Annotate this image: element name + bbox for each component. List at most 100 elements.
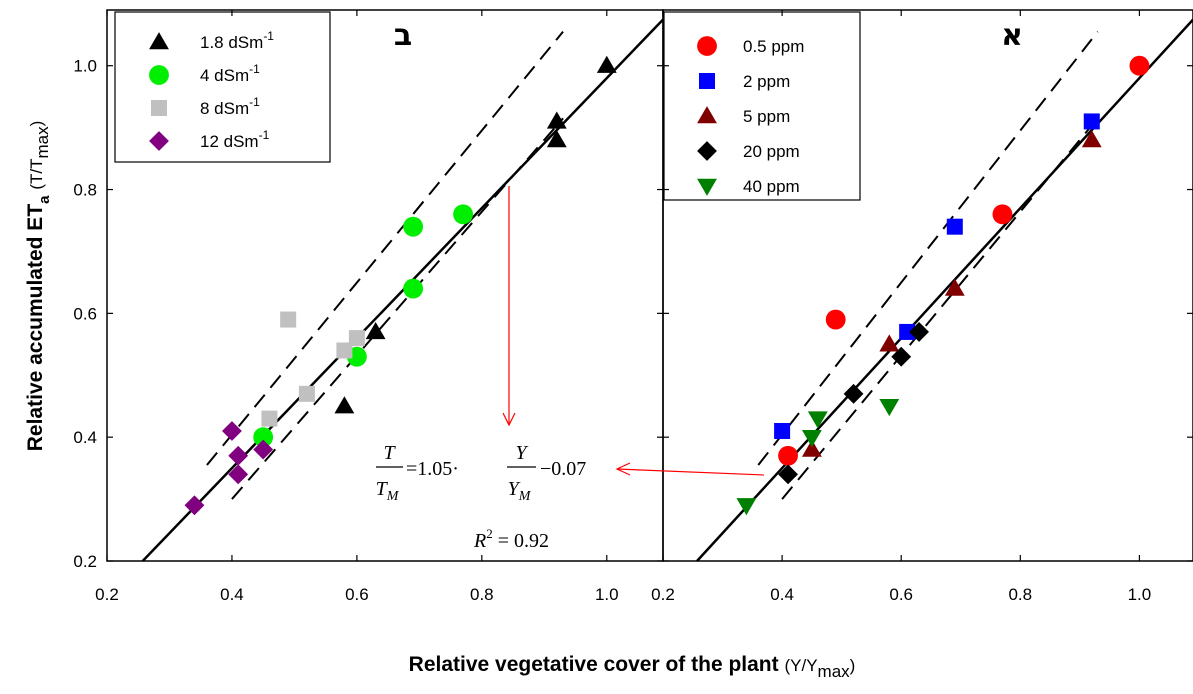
y-axis-title: Relative accumulated ETa (T/Tmax) xyxy=(24,121,53,452)
y-axis-unit-close: ) xyxy=(27,121,46,127)
left-legend-items-marker-2 xyxy=(151,100,167,116)
panel1-series3-point-2 xyxy=(843,383,864,404)
left-legend-items-label-0: 1.8 dSm-1 xyxy=(200,29,274,52)
panel0-series1-point-4 xyxy=(253,427,274,448)
panel1-series4-point-3 xyxy=(736,498,757,516)
x-axis-title-main: Relative vegetative cover of the plant xyxy=(409,653,779,676)
panel0-series2-point-0 xyxy=(280,311,297,328)
x-axis-unit-subscript: max xyxy=(818,662,851,681)
panel1-x-tick-label-4: 1.0 xyxy=(1128,585,1152,604)
panel0-y-tick-label-2: 0.6 xyxy=(73,304,97,323)
panel1-x-tick-label-3: 0.8 xyxy=(1008,585,1032,604)
panel0-series1-point-2 xyxy=(403,278,424,299)
panel1-series1-point-2 xyxy=(899,323,916,340)
panel0-y-tick-label-0: 0.2 xyxy=(73,552,97,571)
left-legend-items-marker-3 xyxy=(149,131,169,151)
left-legend: 1.8 dSm-1 4 dSm-1 8 dSm-1 12 dSm-1 xyxy=(114,11,331,163)
right-legend-items-label-0: 0.5 ppm xyxy=(743,37,804,56)
eq-TM-base: T xyxy=(376,478,389,500)
panel1-series4-point-0 xyxy=(879,399,900,417)
eq-Y: Y xyxy=(515,442,528,464)
panel1-series3-point-1 xyxy=(891,346,912,367)
right-panel-label: א xyxy=(1001,18,1023,53)
panel0-series1-point-1 xyxy=(403,216,424,237)
y-axis-unit: (T/T xyxy=(27,159,46,190)
panel1-x-tick-label-1: 0.4 xyxy=(770,585,794,604)
panel1-series3-point-0 xyxy=(909,322,929,342)
panel0-series3-point-1 xyxy=(228,445,249,466)
down-arrow-head xyxy=(502,412,516,427)
left-legend-items-label-2: 8 dSm-1 xyxy=(200,95,260,118)
right-legend-box xyxy=(663,11,861,201)
x-axis-unit: (Y/Y xyxy=(784,656,817,675)
r-squared-R: R xyxy=(473,530,486,552)
right-legend-items-label-1: 2 ppm xyxy=(743,72,790,91)
panel1-series1-point-3 xyxy=(774,422,791,439)
left-confidence-lower xyxy=(231,117,564,500)
panel1-series4-point-1 xyxy=(807,411,828,429)
left-arrow-head xyxy=(615,462,631,476)
panel0-series0-point-2 xyxy=(546,130,567,148)
eq-YM: YM xyxy=(508,478,532,504)
eq-YM-sub: M xyxy=(518,489,532,504)
r-squared: R2 = 0.92 xyxy=(473,526,549,552)
panel0-x-tick-label-0: 0.2 xyxy=(95,585,119,604)
annotation-arrows xyxy=(502,186,765,476)
panel0-series3-point-0 xyxy=(222,421,242,441)
panel0-series2-point-3 xyxy=(298,385,315,402)
panel1-series1-point-0 xyxy=(1083,113,1100,130)
y-axis-title-main: Relative accumulated ET xyxy=(24,204,47,452)
panel0-series3-point-2 xyxy=(253,439,274,460)
panel0-series0-point-3 xyxy=(365,322,386,340)
panel0-series0-point-4 xyxy=(334,396,355,414)
right-legend-items-label-3: 20 ppm xyxy=(743,142,800,161)
right-legend-items-label-4: 40 ppm xyxy=(743,177,800,196)
eq-tail: −0.07 xyxy=(540,458,586,480)
left-arrow-shaft xyxy=(616,468,765,476)
left-legend-items-marker-1 xyxy=(149,65,169,85)
right-legend-items-label-2: 5 ppm xyxy=(743,107,790,126)
x-axis-unit-close: ) xyxy=(850,656,856,675)
right-confidence-lower xyxy=(781,117,1099,500)
panel1-series2-point-3 xyxy=(801,439,822,457)
panel1-x-tick-label-2: 0.6 xyxy=(889,585,913,604)
right-regression-line xyxy=(696,18,1193,562)
left-legend-items-marker-0 xyxy=(149,32,169,50)
panel0-x-tick-label-1: 0.4 xyxy=(220,585,244,604)
eq-equals: =1.05· xyxy=(406,458,459,480)
panel0-series1-point-0 xyxy=(453,204,474,225)
panel0-series0-point-0 xyxy=(596,55,617,73)
right-plot-frame xyxy=(662,9,1193,562)
left-panel-label: ב xyxy=(394,18,412,53)
left-regression-line xyxy=(141,18,664,562)
left-legend-box xyxy=(114,11,331,163)
right-confidence-upper xyxy=(757,31,1099,466)
eq-YM-base: Y xyxy=(508,478,521,500)
x-axis-title: Relative vegetative cover of the plant (… xyxy=(409,653,856,681)
eq-TM-sub: M xyxy=(386,489,400,504)
eq-TM: TM xyxy=(376,478,400,504)
panel0-series2-point-4 xyxy=(261,410,278,427)
panel1-x-tick-label-0: 0.2 xyxy=(651,585,675,604)
panel1-series3-point-3 xyxy=(778,464,798,485)
right-legend-items-marker-3 xyxy=(697,141,717,161)
panel1-series0-point-1 xyxy=(992,204,1013,225)
right-legend-items-marker-4 xyxy=(697,178,717,196)
left-panel xyxy=(141,18,664,562)
panel1-series1-point-1 xyxy=(946,218,963,235)
panel0-x-tick-label-4: 1.0 xyxy=(595,585,619,604)
panel0-series3-point-4 xyxy=(184,495,205,516)
regression-equation: T TM =1.05· Y YM −0.07 R2 = 0.92 xyxy=(376,442,587,552)
left-legend-items-label-3: 12 dSm-1 xyxy=(200,128,270,151)
panel1-series0-point-2 xyxy=(825,309,846,330)
panel1-series2-point-0 xyxy=(1081,130,1102,148)
right-legend: 0.5 ppm 2 ppm 5 ppm 20 ppm 40 ppm xyxy=(663,11,861,201)
panel1-series2-point-1 xyxy=(944,278,965,296)
right-panel xyxy=(696,18,1193,562)
y-axis-unit-subscript: max xyxy=(33,126,52,159)
panel0-series3-point-3 xyxy=(228,464,249,485)
panel0-series0-point-1 xyxy=(546,111,567,129)
eq-T: T xyxy=(383,442,396,464)
left-confidence-upper xyxy=(206,31,564,466)
